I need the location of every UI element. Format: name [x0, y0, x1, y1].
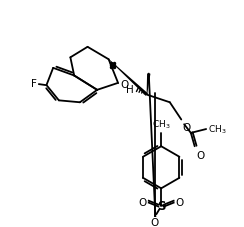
Polygon shape	[108, 60, 148, 96]
Text: O: O	[150, 217, 159, 227]
Text: O: O	[197, 151, 205, 160]
Text: CH$_3$: CH$_3$	[208, 123, 227, 136]
Text: S: S	[157, 199, 165, 212]
Text: O: O	[175, 197, 184, 207]
Text: H: H	[126, 84, 133, 94]
Text: CH$_3$: CH$_3$	[152, 118, 171, 131]
Text: F: F	[31, 79, 37, 89]
Text: O: O	[182, 123, 191, 133]
Polygon shape	[147, 74, 151, 95]
Text: O: O	[120, 80, 128, 90]
Text: O: O	[139, 197, 147, 207]
